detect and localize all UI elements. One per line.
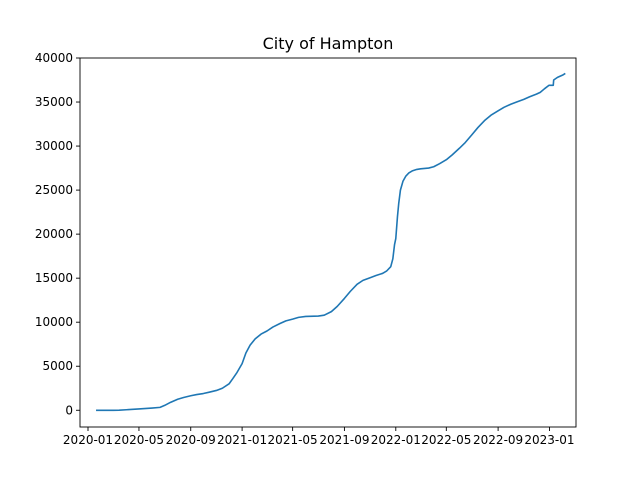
x-tick-label-2: 2020-09 [166, 433, 216, 447]
x-tick-label-6: 2022-01 [371, 433, 421, 447]
x-tick-label-0: 2020-01 [63, 433, 113, 447]
x-tick-label-8: 2022-09 [473, 433, 523, 447]
x-tick-label-3: 2021-01 [217, 433, 267, 447]
series-line-0 [96, 72, 566, 412]
y-tick-label-2: 10000 [35, 315, 73, 329]
x-tick-label-9: 2023-01 [524, 433, 574, 447]
y-tick-label-0: 0 [65, 403, 73, 417]
x-tick-label-4: 2021-05 [268, 433, 318, 447]
y-tick-label-8: 40000 [35, 51, 73, 65]
y-tick-label-7: 35000 [35, 95, 73, 109]
y-tick-label-5: 25000 [35, 183, 73, 197]
x-tick-label-5: 2021-09 [319, 433, 369, 447]
y-tick-label-3: 15000 [35, 271, 73, 285]
plot-area: 2020-01 2020-05 2020-09 2021-01 2021-05 2021-… [35, 51, 577, 447]
plot-frame [79, 57, 577, 428]
x-tick-label-7: 2022-05 [421, 433, 471, 447]
x-tick-label-1: 2020-05 [114, 433, 164, 447]
y-tick-label-4: 20000 [35, 227, 73, 241]
y-tick-label-1: 5000 [42, 359, 73, 373]
chart-title: City of Hampton [263, 34, 394, 53]
y-tick-label-6: 30000 [35, 139, 73, 153]
